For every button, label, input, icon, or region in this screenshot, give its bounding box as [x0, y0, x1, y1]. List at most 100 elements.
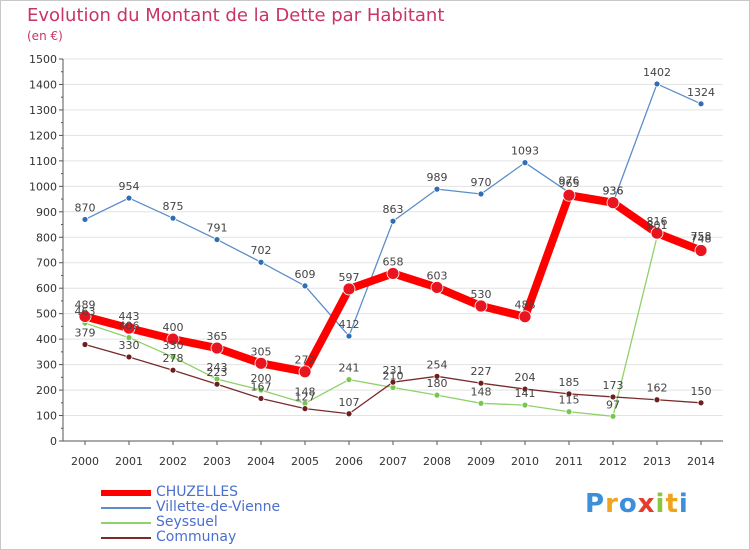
x-tick-label: 2003: [203, 455, 231, 468]
data-label-villette-de-vienne: 989: [427, 171, 448, 184]
legend-item-seyssuel: Seyssuel: [101, 515, 361, 530]
y-tick-label: 100: [36, 410, 57, 423]
data-point-communay: [301, 405, 309, 413]
chart-subtitle: (en €): [27, 29, 63, 43]
data-label-communay: 223: [207, 366, 228, 379]
data-point-seyssuel: [521, 401, 529, 409]
y-tick-label: 1100: [29, 155, 57, 168]
data-point-villette-de-vienne: [697, 100, 705, 108]
data-point-villette-de-vienne: [389, 217, 397, 225]
x-tick-label: 2006: [335, 455, 363, 468]
data-point-villette-de-vienne: [477, 190, 485, 198]
data-point-chuzelles: [386, 267, 400, 280]
data-label-chuzelles: 272: [295, 354, 316, 367]
data-label-chuzelles: 816: [647, 215, 668, 228]
data-label-seyssuel: 97: [606, 398, 620, 411]
data-label-villette-de-vienne: 870: [75, 201, 96, 214]
data-point-chuzelles: [342, 282, 356, 296]
data-label-chuzelles: 965: [559, 177, 580, 190]
data-label-chuzelles: 400: [163, 321, 184, 334]
data-label-chuzelles: 488: [515, 299, 536, 312]
data-label-chuzelles: 489: [75, 298, 96, 311]
data-label-communay: 231: [383, 364, 404, 377]
data-label-communay: 254: [427, 358, 448, 371]
data-point-chuzelles: [122, 321, 136, 335]
data-label-villette-de-vienne: 412: [339, 318, 360, 331]
data-label-seyssuel: 241: [339, 362, 360, 375]
data-label-villette-de-vienne: 936: [603, 185, 624, 198]
data-point-communay: [521, 385, 529, 393]
data-label-chuzelles: 597: [339, 271, 360, 284]
x-tick-label: 2010: [511, 455, 539, 468]
data-point-chuzelles: [254, 356, 268, 370]
data-label-seyssuel: 758: [691, 230, 712, 243]
legend-swatch-chuzelles: [101, 489, 151, 497]
data-point-communay: [565, 390, 573, 398]
data-point-chuzelles: [78, 310, 92, 323]
y-tick-label: 1400: [29, 78, 57, 91]
x-tick-label: 2007: [379, 455, 407, 468]
data-label-villette-de-vienne: 1093: [511, 145, 539, 158]
proxiti-logo: Proxiti: [585, 489, 689, 519]
data-point-communay: [345, 410, 353, 418]
data-label-villette-de-vienne: 1402: [643, 66, 671, 79]
data-label-villette-de-vienne: 954: [119, 180, 140, 193]
data-label-villette-de-vienne: 609: [295, 268, 316, 281]
data-label-villette-de-vienne: 791: [207, 222, 228, 235]
data-label-seyssuel: 406: [119, 320, 140, 333]
data-label-communay: 185: [559, 376, 580, 389]
y-tick-label: 1300: [29, 104, 57, 117]
data-point-chuzelles: [650, 226, 664, 240]
data-point-chuzelles: [474, 299, 488, 313]
y-tick-label: 300: [36, 359, 57, 372]
data-point-seyssuel: [345, 376, 353, 384]
data-point-seyssuel: [169, 353, 177, 361]
data-label-seyssuel: 141: [515, 387, 536, 400]
y-tick-label: 400: [36, 333, 57, 346]
x-tick-label: 2004: [247, 455, 275, 468]
data-point-chuzelles: [166, 332, 180, 346]
x-tick-label: 2002: [159, 455, 187, 468]
data-label-communay: 227: [471, 365, 492, 378]
data-point-villette-de-vienne: [125, 194, 133, 202]
data-label-seyssuel: 115: [559, 394, 580, 407]
data-label-communay: 107: [339, 396, 360, 409]
data-label-villette-de-vienne: 1324: [687, 86, 715, 99]
y-tick-label: 1000: [29, 180, 57, 193]
legend-item-chuzelles: CHUZELLES: [101, 485, 361, 500]
data-label-seyssuel: 148: [471, 385, 492, 398]
x-tick-label: 2008: [423, 455, 451, 468]
y-tick-label: 600: [36, 282, 57, 295]
y-tick-label: 800: [36, 231, 57, 244]
legend-swatch-villette-de-vienne: [101, 507, 151, 509]
x-tick-label: 2000: [71, 455, 99, 468]
data-point-villette-de-vienne: [345, 332, 353, 340]
data-point-seyssuel: [257, 386, 265, 394]
data-label-seyssuel: 180: [427, 377, 448, 390]
data-point-communay: [433, 372, 441, 380]
data-point-villette-de-vienne: [169, 214, 177, 222]
data-point-communay: [389, 378, 397, 386]
x-tick-label: 2011: [555, 455, 583, 468]
data-label-chuzelles: 603: [427, 269, 448, 282]
data-label-seyssuel: 148: [295, 385, 316, 398]
data-point-seyssuel: [433, 391, 441, 399]
y-tick-label: 1200: [29, 129, 57, 142]
data-point-communay: [697, 399, 705, 407]
data-point-seyssuel: [477, 399, 485, 407]
data-point-villette-de-vienne: [81, 216, 89, 223]
x-tick-label: 2009: [467, 455, 495, 468]
data-label-communay: 379: [75, 326, 96, 339]
legend-swatch-seyssuel: [101, 522, 151, 524]
y-tick-label: 0: [50, 435, 57, 448]
data-point-villette-de-vienne: [433, 185, 441, 193]
legend-label-villette-de-vienne: Villette-de-Vienne: [156, 499, 281, 515]
data-label-chuzelles: 530: [471, 288, 492, 301]
logo-letter: r: [605, 489, 619, 519]
data-point-seyssuel: [565, 408, 573, 416]
data-point-villette-de-vienne: [653, 80, 661, 88]
x-tick-label: 2001: [115, 455, 143, 468]
data-point-chuzelles: [518, 310, 532, 324]
x-tick-label: 2005: [291, 455, 319, 468]
logo-letter: t: [665, 489, 679, 519]
